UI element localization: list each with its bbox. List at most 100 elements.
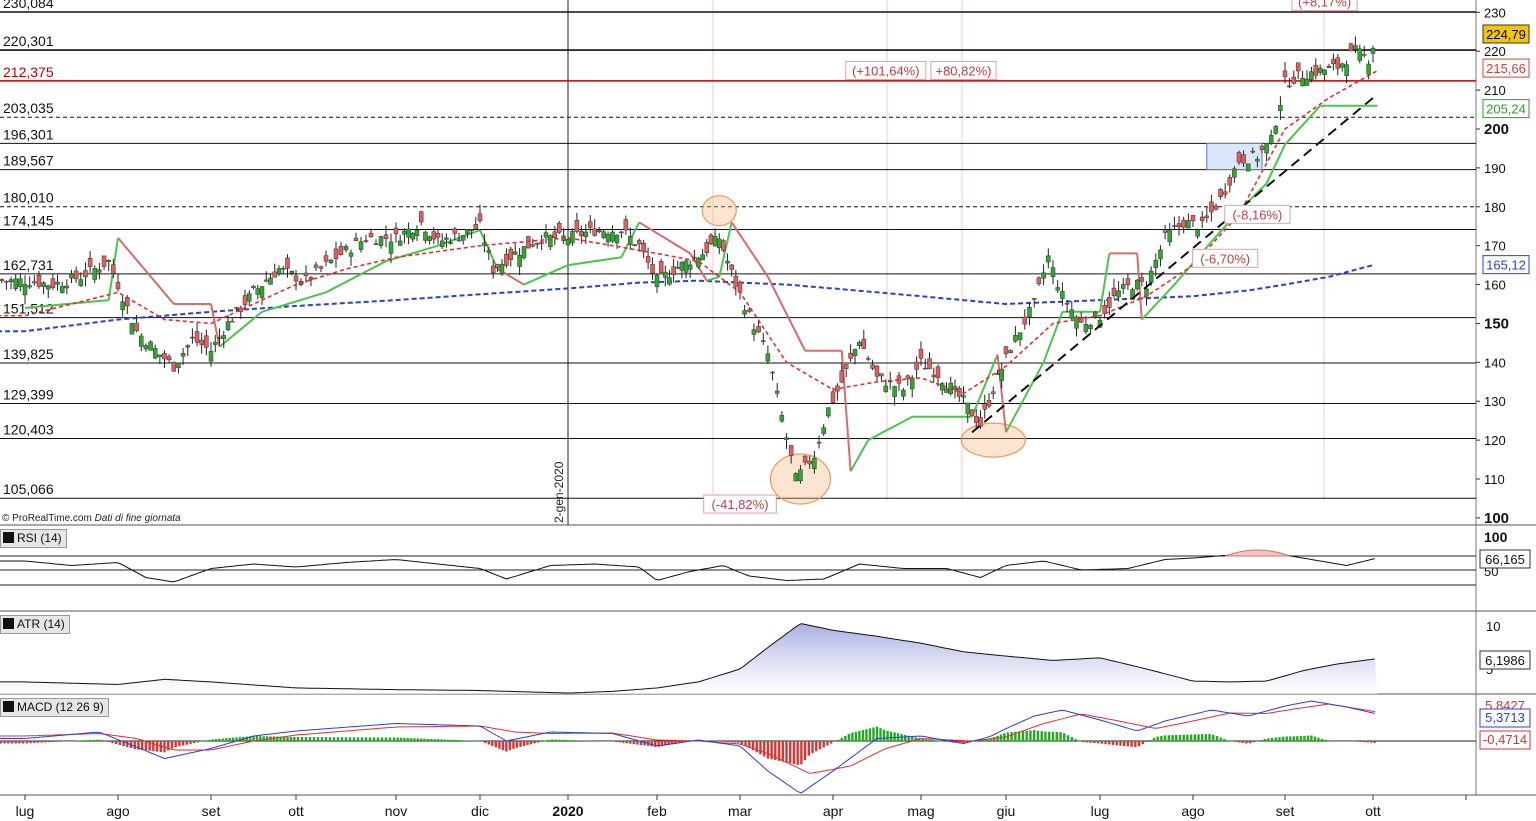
- candle-body: [986, 400, 992, 407]
- candle-body: [1309, 71, 1314, 81]
- macd-histogram-bar: [713, 741, 717, 742]
- macd-histogram-bar: [14, 741, 17, 744]
- candle-body: [1264, 143, 1269, 154]
- candle-body: [1116, 290, 1121, 298]
- level-label-2: 212,375: [3, 64, 54, 80]
- macd-histogram-bar: [643, 741, 646, 746]
- macd-histogram-bar: [433, 739, 436, 741]
- macd-histogram-bar: [100, 740, 103, 741]
- macd-histogram-bar: [979, 740, 982, 741]
- stop-line-segment: [849, 439, 870, 472]
- candle-body: [965, 402, 970, 415]
- macd-histogram-bar: [155, 741, 159, 752]
- candle-body: [779, 415, 785, 422]
- macd-histogram-bar: [1029, 730, 1032, 741]
- macd-histogram-bar: [740, 741, 744, 745]
- candle-body: [143, 345, 149, 350]
- macd-histogram-bar: [1017, 731, 1021, 741]
- macd-histogram-bar: [1070, 737, 1073, 741]
- macd-histogram-bar: [618, 741, 621, 743]
- candle-body: [97, 269, 102, 273]
- candle-body: [1013, 335, 1018, 342]
- macd-histogram-bar: [1348, 741, 1352, 742]
- macd-histogram-bar: [1292, 736, 1295, 741]
- macd-histogram-bar: [364, 737, 368, 741]
- candle-body: [1107, 297, 1112, 308]
- macd-histogram-bar: [800, 741, 803, 765]
- macd-histogram-bar: [872, 727, 875, 741]
- macd-histogram-bar: [1341, 741, 1345, 742]
- macd-histogram-bar: [430, 738, 433, 741]
- macd-histogram-bar: [211, 739, 214, 741]
- macd-histogram-bar: [296, 737, 300, 741]
- macd-histogram-bar: [723, 741, 727, 742]
- macd-histogram-bar: [1212, 734, 1215, 741]
- macd-histogram-bar: [7, 741, 10, 744]
- macd-histogram-bar: [25, 741, 29, 744]
- macd-histogram-bar: [221, 738, 225, 741]
- macd-histogram-bar: [1145, 741, 1148, 743]
- macd-histogram-bar: [575, 740, 579, 741]
- macd-histogram-bar: [388, 737, 392, 741]
- moving-average-red: [0, 69, 1378, 395]
- candle-body: [313, 264, 319, 268]
- candle-body: [363, 240, 369, 242]
- macd-histogram-bar: [941, 741, 945, 742]
- candle-body: [857, 341, 862, 346]
- macd-value-label-2: -0,4714: [1483, 732, 1527, 747]
- macd-histogram-bar: [1320, 738, 1324, 741]
- macd-histogram-bar: [604, 741, 607, 742]
- candle-body: [1195, 229, 1200, 237]
- macd-histogram-bar: [340, 737, 344, 741]
- macd-histogram-bar: [597, 741, 600, 742]
- candle-body: [427, 236, 432, 241]
- macd-histogram-bar: [572, 740, 575, 741]
- month-label-12: lug: [1091, 803, 1110, 819]
- atr-panel-tag[interactable]: ATR (14): [0, 615, 70, 634]
- macd-histogram-bar: [826, 741, 829, 746]
- candle-body: [852, 349, 858, 357]
- annotation-label-2: +80,82%): [935, 63, 991, 78]
- macd-histogram-bar: [777, 741, 781, 761]
- macd-histogram-bar: [1152, 737, 1156, 741]
- candle-body: [1121, 284, 1126, 289]
- candle-body: [225, 321, 231, 330]
- candle-body: [358, 241, 364, 250]
- macd-histogram-bar: [529, 741, 533, 745]
- candle-body: [115, 281, 121, 290]
- macd-histogram-bar: [196, 741, 200, 743]
- candle-body: [927, 358, 932, 369]
- macd-histogram-bar: [0, 741, 3, 744]
- rsi-panel-tag[interactable]: RSI (14): [0, 529, 67, 548]
- rsi-title: RSI (14): [17, 531, 62, 545]
- candle-body: [1069, 309, 1075, 319]
- last-price-box: [1482, 24, 1530, 44]
- macd-panel-tag[interactable]: MACD (12 26 9): [0, 698, 109, 717]
- macd-histogram-bar: [103, 741, 107, 742]
- candle-body: [353, 237, 359, 241]
- candle-body: [556, 222, 562, 233]
- macd-histogram-bar: [3, 741, 6, 744]
- candle-body: [641, 242, 646, 253]
- macd-histogram-bar: [657, 741, 660, 747]
- candle-body: [1232, 168, 1237, 178]
- stop-line-segment: [523, 264, 569, 286]
- macd-histogram-bar: [470, 740, 473, 742]
- macd-histogram-bar: [1156, 736, 1159, 741]
- rsi-overbought-fill: [1225, 549, 1290, 557]
- candle-body: [521, 246, 527, 259]
- candle-body: [1050, 267, 1056, 277]
- rsi-value-box: [1479, 549, 1531, 569]
- candle-body: [373, 243, 379, 245]
- macd-histogram-bar: [259, 736, 262, 741]
- macd-histogram-bar: [1149, 739, 1152, 741]
- candle-body: [952, 386, 958, 390]
- macd-histogram-bar: [477, 740, 480, 742]
- macd-histogram-bar: [1160, 735, 1163, 741]
- macd-histogram-bar: [1108, 741, 1111, 745]
- candle-body: [1227, 177, 1233, 186]
- candle-body: [1344, 64, 1349, 76]
- candle-body: [1144, 288, 1149, 297]
- month-label-0: lug: [16, 803, 35, 819]
- macd-histogram-bar: [614, 741, 618, 742]
